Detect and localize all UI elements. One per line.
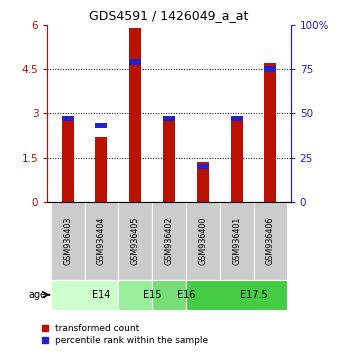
- Bar: [197, 164, 209, 169]
- Bar: [231, 118, 243, 202]
- Bar: [96, 123, 107, 129]
- Bar: [129, 59, 141, 65]
- Bar: [197, 162, 209, 202]
- Text: GSM936405: GSM936405: [131, 216, 140, 265]
- Text: GSM936403: GSM936403: [63, 217, 72, 265]
- Bar: [51, 202, 84, 280]
- Bar: [231, 116, 243, 121]
- Text: E15: E15: [143, 290, 161, 300]
- Bar: [163, 116, 175, 121]
- Text: E14: E14: [92, 290, 111, 300]
- Bar: [152, 280, 186, 310]
- Bar: [51, 280, 118, 310]
- Bar: [62, 116, 74, 202]
- Bar: [129, 28, 141, 202]
- Bar: [186, 280, 287, 310]
- Text: E16: E16: [177, 290, 195, 300]
- Title: GDS4591 / 1426049_a_at: GDS4591 / 1426049_a_at: [89, 9, 249, 22]
- Bar: [62, 116, 74, 121]
- Legend: transformed count, percentile rank within the sample: transformed count, percentile rank withi…: [38, 321, 212, 349]
- Bar: [118, 202, 152, 280]
- Text: GSM936406: GSM936406: [266, 217, 275, 265]
- Bar: [96, 137, 107, 202]
- Text: GSM936402: GSM936402: [165, 216, 173, 265]
- Text: GSM936401: GSM936401: [232, 217, 241, 265]
- Bar: [220, 202, 254, 280]
- Bar: [118, 280, 152, 310]
- Bar: [152, 202, 186, 280]
- Bar: [84, 202, 118, 280]
- Bar: [264, 63, 276, 202]
- Text: GSM936400: GSM936400: [198, 217, 207, 265]
- Text: GSM936404: GSM936404: [97, 217, 106, 265]
- Bar: [254, 202, 287, 280]
- Text: age: age: [28, 290, 47, 300]
- Bar: [186, 202, 220, 280]
- Text: E17.5: E17.5: [240, 290, 267, 300]
- Bar: [163, 116, 175, 202]
- Bar: [264, 67, 276, 72]
